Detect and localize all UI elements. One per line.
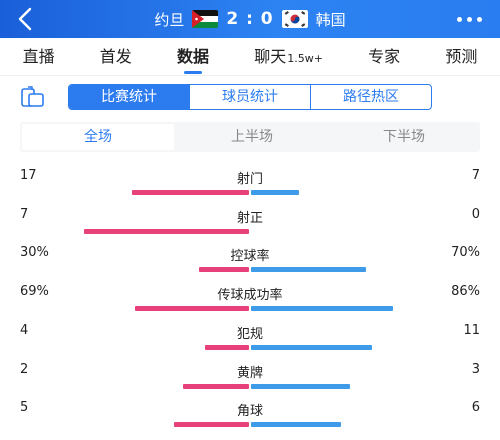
stat-name: 射门 (236, 172, 263, 187)
home-stat-bar (174, 422, 249, 428)
match-info: 约旦 2 : 0 韩 (0, 0, 500, 38)
jordan-flag-icon (192, 10, 219, 28)
tab-heat-zones[interactable]: 路径热区 (310, 85, 431, 109)
away-stat-bar (251, 190, 299, 195)
share-screen-icon[interactable] (20, 85, 46, 109)
home-stat-value: 17 (20, 168, 37, 183)
home-stat-bar (183, 383, 249, 389)
back-icon[interactable] (14, 6, 38, 32)
stat-row: 5 角球 6 (0, 392, 500, 432)
away-stat-bar (251, 344, 372, 350)
stat-name: 射正 (236, 210, 263, 226)
tab-expert[interactable]: 专家 (368, 46, 401, 66)
stat-row: 69% 传球成功率 86% (0, 276, 500, 316)
stat-name: 黄牌 (236, 365, 263, 381)
stat-values: 4 犯规 11 (20, 322, 480, 342)
stat-values: 7 射正 0 (20, 206, 480, 226)
home-stat-value: 4 (20, 322, 29, 338)
stat-values: 2 黄牌 3 (20, 361, 480, 381)
stat-row: 17 射门 7 (0, 160, 500, 200)
tab-full-time[interactable]: 全场 (22, 124, 174, 150)
home-stat-value: 69% (20, 284, 49, 300)
stat-row: 7 射正 0 (0, 199, 500, 239)
tab-prediction[interactable]: 预测 (445, 46, 478, 66)
period-tabs: 全场 上半场 下半场 (20, 122, 480, 152)
tab-match-stats[interactable]: 比赛统计 (69, 85, 189, 109)
home-stat-bar (199, 267, 249, 273)
tab-data[interactable]: 数据 (177, 38, 209, 76)
home-stat-value: 7 (20, 206, 29, 222)
stat-row: 2 黄牌 3 (0, 354, 500, 394)
tab-second-half[interactable]: 下半场 (383, 129, 425, 145)
away-stat-value: 3 (471, 361, 480, 377)
stat-values: 5 角球 6 (20, 400, 480, 420)
stats-subtabs-row: 比赛统计 球员统计 路径热区 (0, 82, 500, 112)
away-stat-bar (251, 383, 350, 389)
home-stat-value: 2 (20, 361, 29, 377)
home-stat-bar (84, 228, 249, 234)
away-stat-bar (251, 422, 341, 428)
korea-flag-icon (281, 10, 308, 28)
tab-first-half[interactable]: 上半场 (231, 129, 273, 145)
stat-row: 4 犯规 11 (0, 315, 500, 355)
away-stat-bar (251, 306, 393, 312)
stat-name: 控球率 (230, 249, 270, 265)
away-stat-value: 0 (471, 206, 480, 222)
match-header: 约旦 2 : 0 韩 (0, 0, 500, 38)
tab-lineup[interactable]: 首发 (99, 46, 132, 66)
match-score: 2 : 0 (226, 9, 274, 29)
home-stat-bar (205, 344, 249, 350)
stat-name: 传球成功率 (217, 288, 283, 304)
home-team-name: 约旦 (154, 10, 185, 29)
more-options-icon[interactable] (457, 11, 482, 27)
tab-player-stats[interactable]: 球员统计 (189, 85, 310, 109)
away-stat-value: 86% (451, 284, 480, 300)
stats-type-segmented: 比赛统计 球员统计 路径热区 (68, 84, 432, 110)
tab-chat[interactable]: 聊天1.5w+ (254, 46, 323, 66)
stat-values: 30% 控球率 70% (20, 245, 480, 265)
stat-name: 犯规 (236, 326, 263, 342)
tab-live[interactable]: 直播 (22, 46, 55, 66)
away-stat-bar (251, 267, 366, 273)
stat-row: 30% 控球率 70% (0, 237, 500, 277)
stat-values: 69% 传球成功率 86% (20, 284, 480, 304)
stat-name: 角球 (236, 404, 263, 420)
stat-values: 17 射门 7 (20, 168, 480, 187)
home-stat-bar (132, 190, 249, 195)
away-team-name: 韩国 (315, 10, 346, 29)
home-stat-bar (135, 306, 249, 312)
away-stat-value: 70% (451, 245, 480, 261)
home-stat-value: 5 (20, 400, 29, 416)
chat-count-badge: 1.5w+ (287, 51, 323, 65)
away-stat-value: 11 (463, 322, 480, 338)
away-stat-value: 7 (471, 168, 480, 183)
home-stat-value: 30% (20, 245, 49, 261)
away-stat-value: 6 (471, 400, 480, 416)
match-nav-tabs: 直播 首发 数据 聊天1.5w+ 专家 预测 (0, 38, 500, 76)
